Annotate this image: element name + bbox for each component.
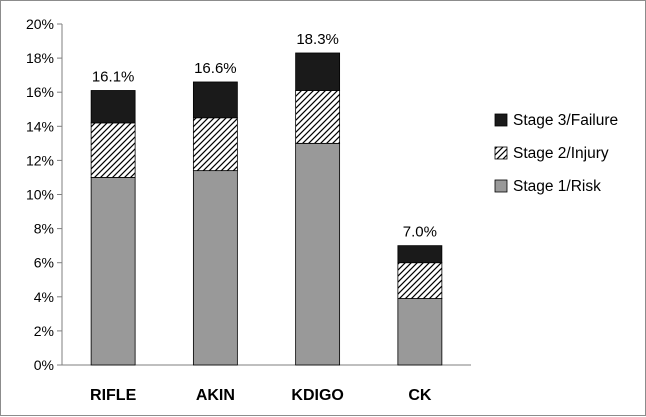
y-tick-label: 6% xyxy=(34,255,54,271)
bars xyxy=(90,52,443,366)
data-label-total: 16.6% xyxy=(194,60,237,77)
y-tick-label: 10% xyxy=(26,187,54,203)
bar-segment-akin-stage-2-injury xyxy=(192,117,238,172)
axes: 0% 2% 4% 6% 8% 10% 12% 14% 16% 18% 20% xyxy=(26,16,471,373)
y-tick-label: 12% xyxy=(26,152,54,168)
data-label-total: 16.1% xyxy=(92,68,135,85)
bar-segment-kdigo-stage-1-risk xyxy=(295,142,341,366)
y-tick-label: 8% xyxy=(34,221,54,237)
bar-segment-kdigo-stage-3-failure xyxy=(295,52,341,91)
x-tick-label: AKIN xyxy=(196,387,235,404)
data-label-total: 18.3% xyxy=(296,31,339,48)
x-tick-label: RIFLE xyxy=(90,387,137,404)
legend-label-stage-2-injury: Stage 2/Injury xyxy=(513,145,609,162)
y-tick-label: 20% xyxy=(26,16,54,32)
bar-segment-ck-stage-1-risk xyxy=(397,298,443,366)
legend-label-stage-1-risk: Stage 1/Risk xyxy=(513,178,601,195)
bar-segment-rifle-stage-2-injury xyxy=(90,122,136,178)
y-tick-label: 18% xyxy=(26,50,54,66)
bar-segment-kdigo-stage-2-injury xyxy=(295,90,341,144)
y-tick-label: 0% xyxy=(34,357,54,373)
data-labels: RIFLE 16.1% AKIN 16.6% KDIGO 18.3% CK 7.0% xyxy=(90,31,437,404)
legend-swatch-stage-2-injury xyxy=(494,146,508,160)
bar-segment-rifle-stage-3-failure xyxy=(90,90,136,124)
y-tick-label: 16% xyxy=(26,84,54,100)
legend-label-stage-3-failure: Stage 3/Failure xyxy=(513,112,618,129)
legend-swatch-stage-1-risk xyxy=(494,179,508,193)
x-tick-label: KDIGO xyxy=(291,387,343,404)
y-tick-label: 4% xyxy=(34,289,54,305)
data-label-total: 7.0% xyxy=(403,224,437,241)
y-tick-label: 2% xyxy=(34,323,54,339)
x-tick-label: CK xyxy=(408,387,432,404)
y-tick-label: 14% xyxy=(26,118,54,134)
bar-segment-rifle-stage-1-risk xyxy=(90,177,136,366)
bar-segment-akin-stage-1-risk xyxy=(192,170,238,366)
bar-segment-ck-stage-3-failure xyxy=(397,245,443,264)
legend-swatch-stage-3-failure xyxy=(494,113,508,127)
legend: Stage 3/Failure Stage 2/Injury Stage 1/Ris… xyxy=(494,112,618,195)
bar-segment-ck-stage-2-injury xyxy=(397,262,443,299)
bar-segment-akin-stage-3-failure xyxy=(192,81,238,119)
